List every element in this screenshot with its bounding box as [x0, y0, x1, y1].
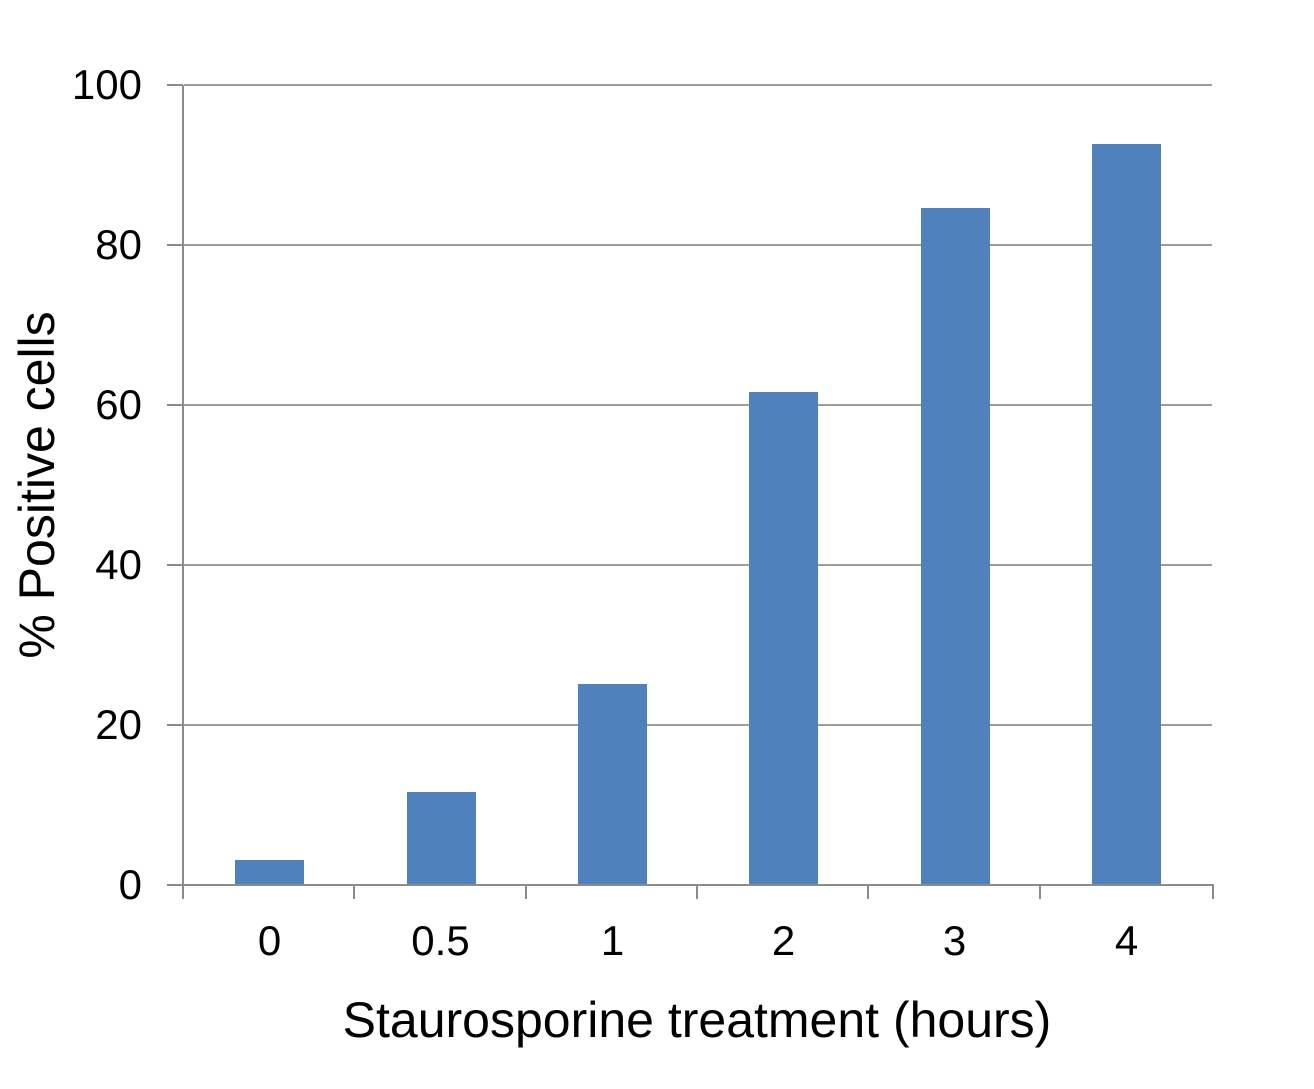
x-tick-2: [525, 884, 527, 899]
x-tick-3: [696, 884, 698, 899]
x-tick-label-1: 1: [600, 917, 625, 964]
x-tick-label-3: 3: [942, 917, 967, 964]
y-tick-20: [167, 724, 183, 726]
x-tick-1: [353, 884, 355, 899]
gridline-y80: [184, 244, 1212, 246]
bar-2h: [749, 392, 818, 884]
x-tick-label-4: 4: [1114, 917, 1139, 964]
gridline-y100: [184, 84, 1212, 86]
y-tick-label-20: 20: [95, 701, 142, 748]
x-tick-4: [867, 884, 869, 899]
x-tick-label-2: 2: [771, 917, 796, 964]
gridline-y40: [184, 564, 1212, 566]
bar-3h: [921, 208, 990, 884]
plot-area: [182, 84, 1212, 886]
y-tick-label-0: 0: [118, 861, 142, 908]
gridline-y20: [184, 724, 1212, 726]
y-tick-label-40: 40: [95, 541, 142, 588]
bar-0h: [235, 860, 304, 884]
x-tick-5: [1039, 884, 1041, 899]
y-tick-0: [167, 884, 183, 886]
x-tick-6: [1212, 884, 1214, 899]
y-tick-label-100: 100: [71, 61, 142, 108]
bar-4h: [1092, 144, 1161, 884]
y-axis-title: % Positive cells: [9, 311, 65, 659]
y-tick-60: [167, 404, 183, 406]
bar-1h: [578, 684, 647, 884]
y-tick-40: [167, 564, 183, 566]
y-tick-100: [167, 84, 183, 86]
y-tick-80: [167, 244, 183, 246]
y-tick-label-60: 60: [95, 381, 142, 428]
x-tick-label-0.5: 0.5: [411, 917, 470, 964]
x-axis-title: Staurosporine treatment (hours): [342, 992, 1052, 1048]
x-tick-0: [182, 884, 184, 899]
x-tick-label-0: 0: [257, 917, 282, 964]
bar-0.5h: [407, 792, 476, 884]
gridline-y60: [184, 404, 1212, 406]
y-tick-label-80: 80: [95, 221, 142, 268]
